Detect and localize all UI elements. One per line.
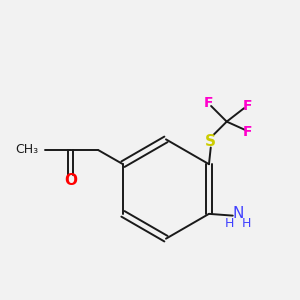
- Text: O: O: [64, 173, 77, 188]
- Text: F: F: [243, 124, 253, 139]
- Text: CH₃: CH₃: [15, 143, 38, 157]
- Text: H: H: [242, 217, 251, 230]
- Text: H: H: [225, 217, 235, 230]
- Text: S: S: [205, 134, 216, 148]
- Text: N: N: [232, 206, 244, 221]
- Text: F: F: [242, 99, 252, 113]
- Text: F: F: [203, 96, 213, 110]
